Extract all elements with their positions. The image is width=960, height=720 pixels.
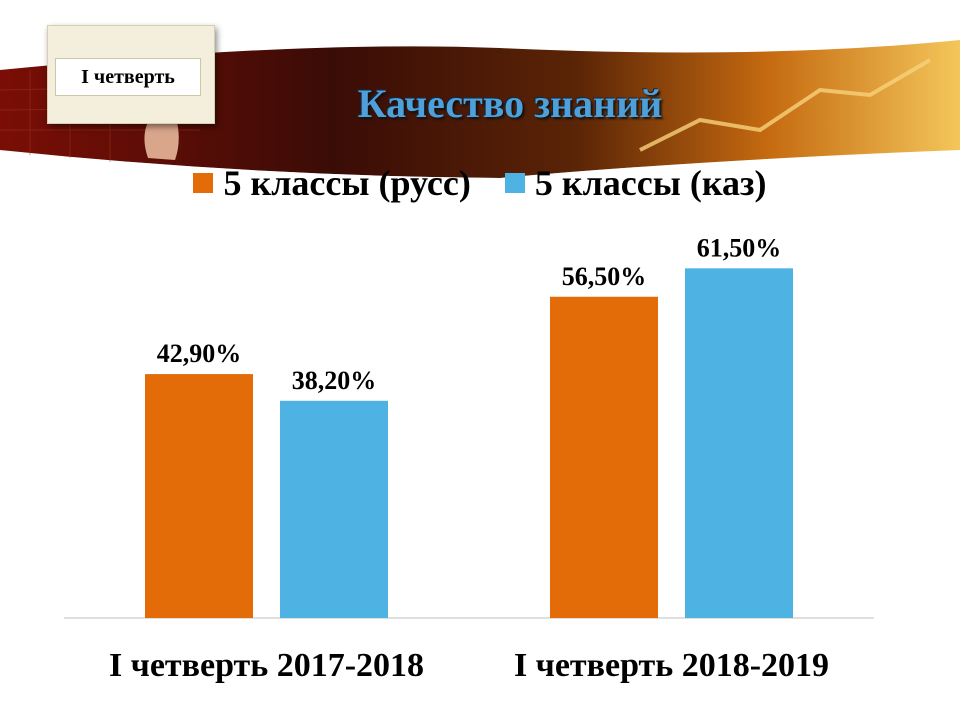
- data-label-s0-c1: 56,50%: [562, 262, 647, 291]
- data-label-s1-c1: 61,50%: [697, 233, 782, 262]
- data-label-s1-c0: 38,20%: [292, 366, 377, 395]
- header-banner: [0, 40, 960, 190]
- category-label-1: I четверть 2018-2019: [514, 647, 829, 684]
- bar-s1-c0: [280, 400, 388, 618]
- bar-s0-c0: [145, 374, 253, 618]
- quarter-badge: I четверть: [55, 58, 201, 96]
- legend-item-russ: 5 классы (русс): [193, 162, 471, 204]
- bar-s1-c1: [685, 268, 793, 618]
- legend-swatch-russ: [193, 173, 214, 193]
- chart-legend: 5 классы (русс) 5 классы (каз): [0, 158, 960, 208]
- legend-label-russ: 5 классы (русс): [223, 163, 471, 203]
- legend-swatch-kaz: [504, 173, 525, 193]
- legend-item-kaz: 5 классы (каз): [504, 162, 767, 204]
- data-label-s0-c0: 42,90%: [157, 339, 242, 368]
- legend-label-kaz: 5 классы (каз): [534, 163, 767, 203]
- bar-s0-c1: [550, 296, 658, 618]
- chart-title: Качество знаний: [357, 81, 663, 126]
- category-label-0: I четверть 2017-2018: [109, 647, 424, 684]
